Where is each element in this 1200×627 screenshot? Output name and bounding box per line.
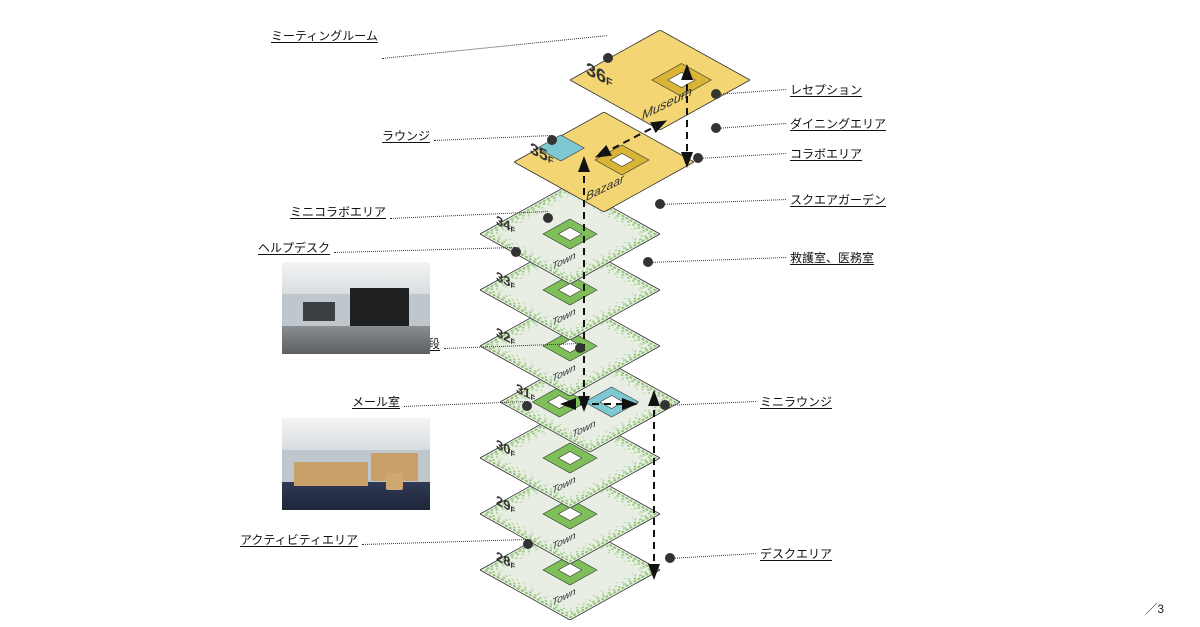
callout-label-5: スクエアガーデン [790,191,886,208]
callout-label-3: ダイニングエリア [790,115,886,132]
callout-label-4: コラボエリア [790,145,862,162]
photo-0 [282,262,430,354]
callout-label-12: アクティビティエリア [240,531,358,548]
callout-label-6: ミニコラボエリア [290,203,386,220]
callout-dot-7 [511,247,521,257]
photo-1 [282,418,430,510]
callout-line-8 [648,257,786,263]
callout-label-10: メール室 [352,393,400,410]
callout-dot-2 [547,135,557,145]
callout-line-4 [698,153,786,159]
callout-label-2: ラウンジ [382,127,430,144]
callout-label-11: ミニラウンジ [760,393,832,410]
callout-label-8: 救護室、医務室 [790,249,874,266]
callout-label-7: ヘルプデスク [258,239,330,256]
callout-dot-10 [522,401,532,411]
callout-dot-12 [523,539,533,549]
floor-36: 36FMuseum [570,30,750,130]
diagram-stage: 28FTown 29FTown 30FTown 31FTown 32FTown [0,0,1200,627]
callout-dot-9 [575,343,585,353]
callout-line-13 [670,553,756,559]
callout-dot-6 [543,213,553,223]
callout-dot-0 [603,53,613,63]
callout-label-13: デスクエリア [760,545,832,562]
page-number: ／3 [1145,600,1164,617]
callout-label-0: ミーティングルーム [271,27,378,44]
callout-label-1: レセプション [790,81,862,98]
